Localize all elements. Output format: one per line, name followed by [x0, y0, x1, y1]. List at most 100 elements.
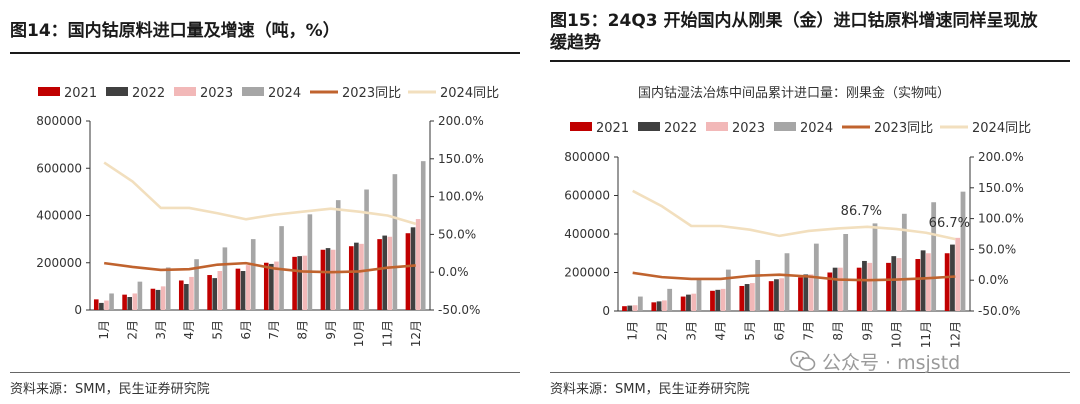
bar-2024-2月 [137, 281, 143, 310]
right-tick-label: -50.0% [978, 304, 1020, 318]
chart-panel-1: 图14：国内钴原料进口量及增速（吨，%） 2021 2022 2023 2024 202… [0, 0, 530, 404]
bar-2024-2月 [667, 288, 673, 311]
legend-swatch-2024 [242, 87, 264, 96]
bar-2022-3月 [686, 294, 691, 311]
right-tick-label: 150.0% [978, 181, 1024, 195]
bar-2023-7月 [274, 261, 279, 310]
legend-swatch-2024 [774, 122, 796, 131]
x-tick-label: 1月 [97, 320, 111, 340]
bar-2023-6月 [245, 265, 251, 310]
bar-2021-1月 [622, 306, 627, 311]
bar-2023-12月 [415, 219, 421, 310]
x-tick-label: 2月 [655, 321, 669, 341]
bar-2024-9月 [335, 200, 341, 310]
bar-2023-9月 [867, 262, 873, 311]
line-2023同比 [632, 271, 956, 282]
legend-swatch-2023 [706, 122, 728, 131]
right-tick-label: 150.0% [438, 152, 484, 166]
x-tick-label: 4月 [714, 321, 728, 341]
x-tick-label: 7月 [267, 320, 281, 340]
legend-swatch-2022 [638, 122, 660, 131]
left-tick-label: 0 [602, 304, 610, 318]
right-tick-label: 50.0% [438, 227, 476, 241]
bar-2023-3月 [691, 293, 697, 311]
chart-subtitle: 国内钴湿法冶炼中间品累计进口量：刚果金（实物吨） [638, 85, 950, 101]
chart-2-svg: 国内钴湿法冶炼中间品累计进口量：刚果金（实物吨） 2021 2022 2023 2024… [564, 85, 1031, 348]
legend-label-2022: 2022 [664, 121, 697, 136]
x-tick-label: 12月 [409, 320, 423, 347]
bar-2023-8月 [302, 255, 308, 310]
left-tick-label: 0 [74, 303, 82, 317]
bar-2023-12月 [955, 237, 961, 311]
wechat-icon [790, 350, 816, 377]
bar-2022-12月 [410, 227, 416, 310]
bar-2021-7月 [263, 262, 269, 310]
bar-2022-4月 [715, 289, 721, 311]
x-tick-label: 6月 [772, 321, 786, 341]
bar-2023-2月 [132, 293, 138, 310]
watermark-text: 公众号 · msjstd [822, 352, 961, 374]
bar-2021-5月 [739, 285, 745, 311]
bar-2024-1月 [109, 293, 114, 310]
bar-2021-3月 [150, 288, 156, 310]
x-tick-label: 11月 [919, 321, 933, 348]
x-tick-label: 4月 [182, 320, 196, 340]
bar-2022-8月 [297, 256, 302, 310]
legend-swatch-2022 [106, 87, 128, 96]
source-note: 资料来源：SMM，民生证券研究院 [550, 382, 750, 397]
legend-swatch-2021 [38, 87, 60, 96]
legend-label-2023: 2023 [732, 121, 765, 136]
x-tick-label: 12月 [948, 321, 962, 348]
left-tick-label: 800000 [564, 150, 610, 164]
line-2023同比 [103, 261, 416, 274]
bar-2022-6月 [240, 271, 246, 310]
bar-2023-5月 [750, 283, 755, 311]
bar-2023-4月 [720, 288, 726, 311]
x-tick-label: 3月 [684, 321, 698, 341]
bar-2021-12月 [944, 253, 950, 311]
bar-2021-9月 [320, 249, 326, 310]
bar-2024-11月 [931, 202, 937, 311]
x-tick-label: 11月 [381, 320, 395, 347]
bar-2023-10月 [359, 243, 364, 310]
left-tick-label: 600000 [564, 189, 610, 203]
bar-2021-4月 [178, 280, 184, 310]
watermark: 公众号 · msjstd [790, 348, 1070, 377]
right-tick-label: 100.0% [438, 190, 484, 204]
bar-2023-11月 [387, 236, 393, 310]
bar-2023-5月 [217, 271, 223, 310]
bar-2021-5月 [207, 275, 212, 310]
bar-2021-11月 [915, 259, 921, 311]
bar-2024-10月 [901, 213, 907, 311]
bar-2021-3月 [680, 296, 686, 311]
bar-2023-6月 [779, 278, 785, 311]
bar-2024-8月 [843, 234, 849, 311]
bar-2021-9月 [856, 267, 862, 311]
bar-2023-9月 [330, 249, 336, 310]
bar-2024-3月 [165, 267, 171, 310]
bar-2021-2月 [651, 302, 657, 311]
line-2024同比 [632, 189, 956, 241]
bar-2022-4月 [184, 284, 189, 310]
right-tick-label: 200.0% [438, 114, 484, 128]
bar-2022-10月 [354, 242, 359, 310]
chart-1-svg: 2021 2022 2023 2024 2023同比 2024同比 0 200000 40000… [36, 86, 499, 347]
bar-2023-3月 [160, 286, 166, 310]
bar-2023-2月 [662, 300, 667, 311]
x-tick-label: 7月 [802, 321, 816, 341]
left-tick-label: 800000 [36, 114, 82, 128]
bar-2023-8月 [838, 267, 843, 311]
data-label: 66.7% [929, 216, 970, 231]
x-tick-label: 8月 [296, 320, 310, 340]
source-divider [10, 372, 520, 373]
legend-label-2023同比: 2023同比 [874, 121, 933, 136]
bar-2024-5月 [222, 247, 228, 310]
x-tick-label: 9月 [860, 321, 874, 341]
legend-label-2024同比: 2024同比 [440, 86, 499, 101]
bar-2022-5月 [212, 278, 217, 310]
bar-2022-10月 [891, 256, 897, 311]
bar-2022-9月 [862, 260, 867, 311]
bar-2024-6月 [784, 253, 790, 311]
bar-2021-6月 [235, 268, 241, 310]
legend-label-2021: 2021 [596, 121, 629, 136]
